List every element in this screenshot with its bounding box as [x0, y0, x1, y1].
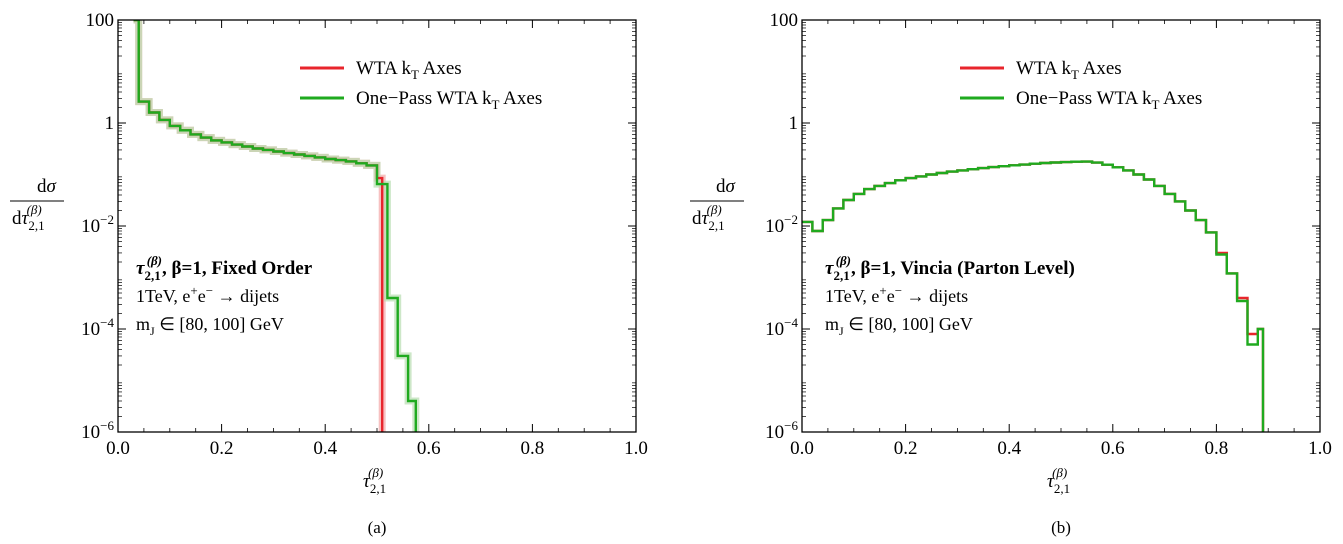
legend: WTA kT Axes One−Pass WTA kT Axes	[960, 58, 1202, 112]
legend-entry: One−Pass WTA kT Axes	[356, 88, 542, 112]
axis-ticks: 0.0 0.2 0.4 0.6 0.8 1.0 100 1 10−2 10−4 10−6	[765, 10, 1332, 459]
x-tick-label: 0.0	[790, 438, 814, 459]
svg-text:dσ: dσ	[37, 176, 57, 197]
y-axis-label: dσ dτ2,1(β)	[10, 176, 64, 233]
series-line-1	[133, 20, 417, 432]
legend-entry: One−Pass WTA kT Axes	[1016, 88, 1202, 112]
x-tick-label: 1.0	[1308, 438, 1332, 459]
annotation-mass-window: mJ ∈ [80, 100] GeV	[136, 314, 284, 338]
svg-text:dτ2,1(β): dτ2,1(β)	[12, 202, 45, 233]
panel-caption: (b)	[1051, 518, 1071, 537]
series-group	[802, 160, 1265, 432]
legend-entry: WTA kT Axes	[1016, 58, 1122, 82]
x-tick-label: 0.8	[521, 438, 545, 459]
svg-text:τ2,1(β): τ2,1(β)	[1047, 465, 1070, 496]
annotation-mass-window: mJ ∈ [80, 100] GeV	[825, 314, 973, 338]
x-tick-label: 0.6	[1101, 438, 1125, 459]
legend: WTA kT Axes One−Pass WTA kT Axes	[300, 58, 542, 112]
x-tick-label: 1.0	[624, 438, 648, 459]
plot-frame	[801, 19, 1321, 433]
x-tick-label: 0.6	[417, 438, 441, 459]
panel-caption: (a)	[368, 518, 387, 537]
annotation-title: τ2,1(β), β=1, Vincia (Parton Level)	[825, 253, 1075, 283]
x-tick-label: 0.8	[1205, 438, 1229, 459]
annotation-title: τ2,1(β), β=1, Fixed Order	[136, 253, 313, 283]
y-tick-label: 1	[789, 113, 799, 134]
x-tick-label: 0.2	[894, 438, 918, 459]
uncertainty-bands	[133, 20, 420, 432]
y-tick-label: 10−2	[765, 212, 798, 237]
legend-entry: WTA kT Axes	[356, 58, 462, 82]
annotation-process: 1TeV, e+e− → dijets	[825, 283, 968, 306]
x-axis-label: τ2,1(β)	[363, 465, 386, 496]
y-tick-label: 10−2	[81, 212, 114, 237]
panel-a: 0.0 0.2 0.4 0.6 0.8 1.0 100 1 10−2 10−4 10−6 WTA k…	[10, 10, 648, 537]
svg-text:τ2,1(β): τ2,1(β)	[363, 465, 386, 496]
y-tick-label: 10−6	[81, 418, 114, 443]
panel-b: 0.0 0.2 0.4 0.6 0.8 1.0 100 1 10−2 10−4 10−6 WTA k…	[690, 10, 1332, 537]
svg-text:dσ: dσ	[716, 176, 736, 197]
series-band	[133, 20, 386, 432]
series-line-0	[133, 20, 384, 432]
series-line-1	[802, 160, 1265, 432]
y-tick-label: 10−6	[765, 418, 798, 443]
svg-text:dτ2,1(β): dτ2,1(β)	[692, 202, 725, 233]
series-group	[133, 20, 417, 432]
x-tick-label: 0.4	[997, 438, 1021, 459]
y-tick-label: 100	[86, 10, 115, 31]
y-tick-label: 10−4	[81, 315, 114, 340]
y-tick-label: 1	[105, 113, 115, 134]
x-axis-label: τ2,1(β)	[1047, 465, 1070, 496]
annotation-process: 1TeV, e+e− → dijets	[136, 283, 279, 306]
plot-frame	[117, 19, 637, 433]
series-band	[133, 20, 420, 432]
x-tick-label: 0.2	[210, 438, 234, 459]
y-tick-label: 100	[770, 10, 799, 31]
y-axis-label: dσ dτ2,1(β)	[690, 176, 744, 233]
x-tick-label: 0.4	[313, 438, 337, 459]
y-tick-label: 10−4	[765, 315, 798, 340]
x-tick-label: 0.0	[106, 438, 130, 459]
axis-ticks: 0.0 0.2 0.4 0.6 0.8 1.0 100 1 10−2 10−4 10−6	[81, 10, 648, 459]
